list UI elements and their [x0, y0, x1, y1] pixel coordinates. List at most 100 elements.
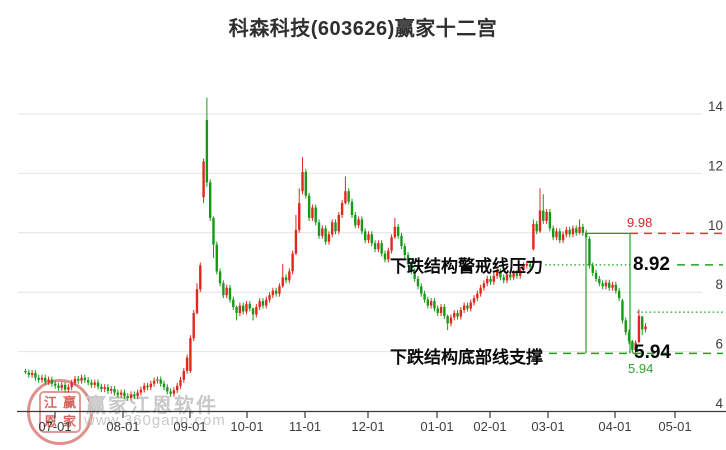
candle-body	[644, 326, 647, 330]
candle-body	[512, 272, 515, 278]
candle-body	[469, 302, 472, 309]
x-tick-label: 09-01	[173, 419, 206, 434]
candle-body	[505, 274, 509, 281]
candle-body	[271, 290, 275, 296]
candle-body	[360, 219, 364, 232]
y-tick-label: 14	[708, 99, 724, 114]
candle-body	[129, 394, 133, 398]
candle-body	[199, 265, 202, 290]
candle-body	[106, 387, 110, 391]
x-tick-label: 01-01	[420, 419, 453, 434]
candle-body	[67, 387, 70, 390]
x-tick-label: 03-01	[531, 419, 564, 434]
candle-body	[215, 244, 218, 272]
candle-body	[462, 305, 466, 311]
candle-body	[307, 195, 311, 218]
candle-body	[519, 269, 522, 276]
candle-body	[561, 234, 565, 241]
candle-body	[218, 271, 222, 284]
candle-body	[162, 383, 166, 388]
candle-body	[551, 228, 555, 238]
candle-body	[446, 315, 449, 324]
x-tick-label: 08-01	[106, 419, 139, 434]
candle-body	[617, 290, 621, 299]
candle-body	[575, 228, 578, 233]
candle-body	[641, 316, 644, 330]
x-tick-label: 02-01	[473, 419, 506, 434]
support-price-label-secondary: 5.94	[628, 361, 654, 376]
x-tick-label: 12-01	[351, 419, 384, 434]
candle-body	[70, 382, 73, 388]
y-tick-label: 12	[708, 158, 723, 173]
candle-body	[327, 234, 331, 242]
candle-body	[77, 378, 80, 381]
support-price-label: 5.94	[634, 342, 671, 363]
candle-body	[222, 283, 225, 296]
candle-body	[265, 299, 268, 306]
candle-body	[621, 300, 624, 321]
y-tick-label: 6	[715, 337, 723, 352]
candle-body	[436, 308, 439, 313]
candle-body	[172, 390, 176, 394]
page-title: 科森科技(603626)赢家十二宫	[228, 18, 498, 40]
candle-body	[601, 283, 604, 287]
candle-body	[185, 357, 189, 371]
candle-body	[63, 384, 67, 390]
candle-body	[532, 223, 535, 250]
candle-body	[169, 391, 172, 394]
candle-body	[443, 307, 446, 316]
candle-body	[119, 392, 123, 395]
candle-body	[212, 217, 215, 245]
x-tick-label: 04-01	[598, 419, 631, 434]
candle-body	[420, 286, 423, 294]
candle-body	[406, 255, 410, 264]
candle-body	[509, 274, 512, 278]
candle-body	[373, 243, 377, 250]
candle-body	[634, 342, 637, 351]
candle-body	[337, 214, 341, 232]
candle-body	[410, 263, 413, 272]
candle-body	[357, 219, 360, 226]
candle-body	[251, 308, 255, 315]
candle-body	[73, 378, 77, 383]
candle-body	[548, 212, 552, 229]
candle-body	[133, 394, 136, 397]
resistance-price-label: 9.98	[627, 215, 653, 230]
candle-body	[166, 387, 169, 392]
candle-body	[542, 210, 545, 221]
candle-body	[126, 396, 129, 398]
candle-body	[288, 271, 291, 281]
candle-body	[423, 293, 426, 300]
candle-body	[116, 392, 120, 395]
candle-body	[594, 272, 598, 279]
candle-body	[598, 278, 601, 284]
candle-body	[400, 235, 403, 247]
candle-body	[317, 222, 321, 236]
candle-body	[535, 223, 538, 232]
candle-body	[489, 278, 492, 282]
candle-body	[24, 370, 27, 373]
candle-body	[232, 299, 235, 308]
candle-body	[413, 271, 416, 279]
candle-body	[238, 305, 242, 313]
candle-body	[363, 231, 367, 241]
candle-body	[367, 234, 370, 241]
candle-body	[304, 171, 308, 196]
candle-body	[581, 226, 585, 233]
candle-body	[113, 389, 116, 393]
candle-body	[555, 231, 558, 238]
candle-body	[37, 377, 40, 380]
candle-body	[311, 207, 314, 218]
candle-body	[433, 301, 436, 309]
candle-body	[241, 305, 245, 312]
candle-body	[103, 387, 106, 390]
candle-body	[83, 377, 87, 381]
candle-body	[611, 284, 614, 288]
candle-body	[502, 277, 505, 281]
candle-body	[568, 229, 571, 235]
candle-body	[495, 271, 499, 276]
candle-body	[176, 385, 179, 391]
candle-body	[80, 377, 83, 381]
